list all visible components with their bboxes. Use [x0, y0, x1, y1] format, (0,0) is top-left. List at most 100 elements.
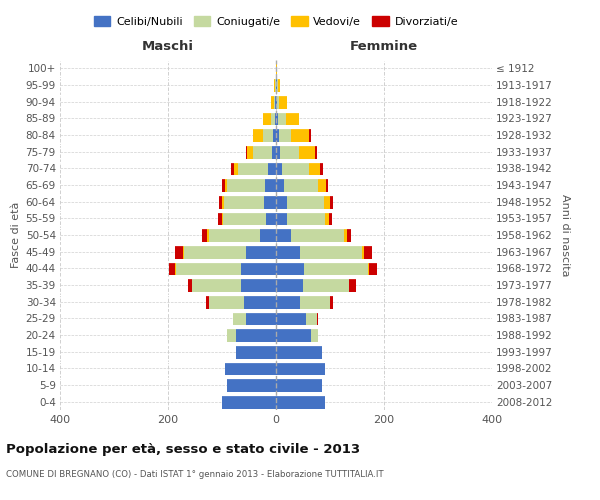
Bar	[290, 128, 310, 142]
Bar	[222, 212, 223, 225]
Bar	[188, 278, 193, 292]
Bar	[209, 295, 244, 308]
Bar	[274, 128, 276, 142]
Bar	[220, 195, 222, 208]
Bar	[244, 295, 276, 308]
Bar	[234, 162, 238, 175]
Bar	[276, 295, 301, 308]
Bar	[247, 245, 276, 258]
Bar	[169, 262, 175, 275]
Bar	[344, 228, 347, 242]
Bar	[277, 95, 279, 108]
Bar	[330, 195, 332, 208]
Bar	[317, 312, 318, 325]
Bar	[263, 112, 271, 125]
Bar	[247, 312, 276, 325]
Bar	[301, 295, 330, 308]
Bar	[246, 145, 247, 158]
Bar	[184, 245, 247, 258]
Bar	[272, 145, 276, 158]
Bar	[225, 362, 276, 375]
Bar	[276, 162, 283, 175]
Bar	[369, 262, 377, 275]
Bar	[260, 228, 276, 242]
Bar	[315, 145, 317, 158]
Bar	[311, 328, 317, 342]
Bar	[330, 295, 332, 308]
Bar	[222, 178, 225, 192]
Bar	[276, 395, 325, 408]
Bar	[275, 112, 276, 125]
Bar	[276, 228, 291, 242]
Bar	[263, 128, 274, 142]
Bar	[276, 262, 304, 275]
Bar	[279, 95, 287, 108]
Bar	[301, 245, 362, 258]
Bar	[276, 378, 322, 392]
Text: COMUNE DI BREGNANO (CO) - Dati ISTAT 1° gennaio 2013 - Elaborazione TUTTITALIA.I: COMUNE DI BREGNANO (CO) - Dati ISTAT 1° …	[6, 470, 383, 479]
Bar	[224, 195, 264, 208]
Bar	[265, 178, 276, 192]
Bar	[310, 162, 320, 175]
Bar	[209, 228, 260, 242]
Bar	[277, 78, 278, 92]
Y-axis label: Fasce di età: Fasce di età	[11, 202, 22, 268]
Bar	[222, 195, 224, 208]
Bar	[276, 362, 325, 375]
Bar	[276, 112, 278, 125]
Bar	[264, 195, 276, 208]
Bar	[291, 228, 344, 242]
Y-axis label: Anni di nascita: Anni di nascita	[560, 194, 570, 276]
Legend: Celibi/Nubili, Coniugati/e, Vedovi/e, Divorziati/e: Celibi/Nubili, Coniugati/e, Vedovi/e, Di…	[91, 12, 461, 30]
Bar	[286, 112, 299, 125]
Bar	[349, 278, 356, 292]
Bar	[276, 178, 284, 192]
Bar	[231, 162, 234, 175]
Bar	[364, 245, 372, 258]
Bar	[276, 245, 301, 258]
Bar	[299, 145, 315, 158]
Bar	[268, 162, 276, 175]
Bar	[193, 278, 241, 292]
Bar	[323, 195, 330, 208]
Bar	[202, 228, 208, 242]
Bar	[176, 262, 241, 275]
Bar	[253, 128, 263, 142]
Bar	[362, 245, 364, 258]
Bar	[276, 195, 287, 208]
Bar	[303, 278, 349, 292]
Bar	[208, 228, 209, 242]
Bar	[278, 112, 286, 125]
Bar	[278, 78, 280, 92]
Bar	[325, 212, 329, 225]
Bar	[241, 278, 276, 292]
Bar	[227, 328, 235, 342]
Bar	[271, 112, 275, 125]
Bar	[276, 145, 280, 158]
Bar	[225, 178, 227, 192]
Bar	[233, 312, 247, 325]
Bar	[238, 162, 268, 175]
Bar	[278, 128, 290, 142]
Bar	[222, 395, 276, 408]
Bar	[241, 262, 276, 275]
Bar	[320, 162, 323, 175]
Bar	[276, 345, 322, 358]
Bar	[247, 145, 253, 158]
Text: Femmine: Femmine	[350, 40, 418, 54]
Bar	[235, 328, 276, 342]
Bar	[306, 312, 317, 325]
Bar	[235, 345, 276, 358]
Bar	[274, 95, 275, 108]
Bar	[276, 128, 278, 142]
Bar	[223, 212, 266, 225]
Text: Popolazione per età, sesso e stato civile - 2013: Popolazione per età, sesso e stato civil…	[6, 442, 360, 456]
Bar	[183, 245, 184, 258]
Bar	[287, 212, 325, 225]
Bar	[276, 312, 306, 325]
Bar	[317, 178, 326, 192]
Bar	[276, 278, 303, 292]
Bar	[227, 378, 276, 392]
Bar	[329, 212, 332, 225]
Bar	[227, 178, 265, 192]
